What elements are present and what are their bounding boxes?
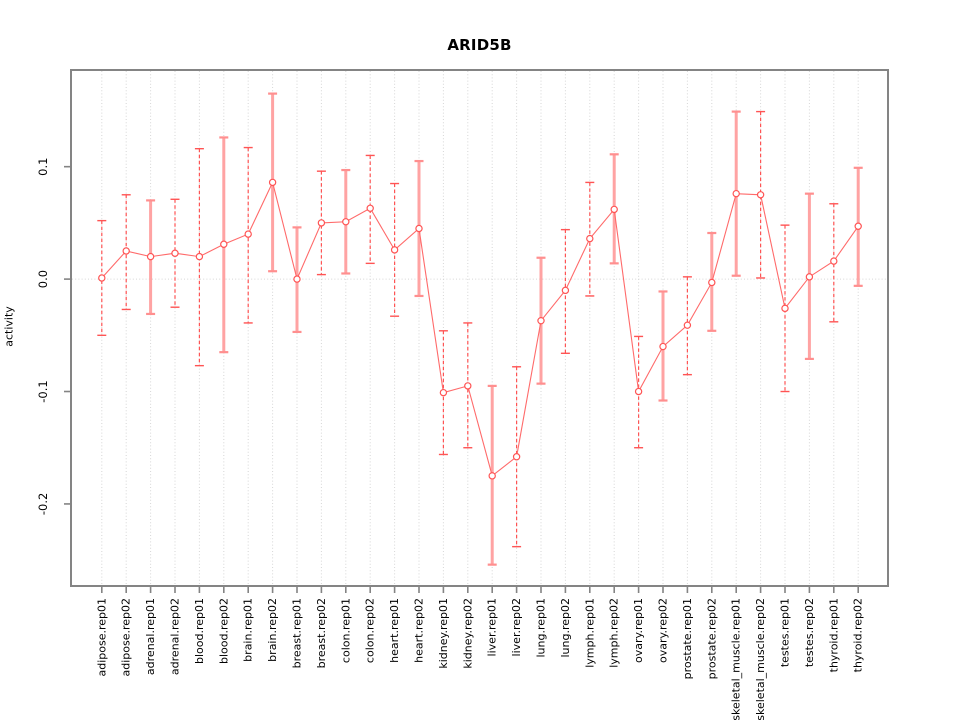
chart-title: ARID5B: [447, 36, 512, 54]
data-point: [98, 274, 106, 282]
series-line: [101, 180, 859, 477]
x-tick-label: adipose.rep02: [120, 598, 133, 677]
x-tick-label: ovary.rep01: [632, 598, 645, 663]
data-point: [439, 388, 448, 397]
data-point: [464, 382, 472, 390]
y-tick-label: -0.1: [36, 380, 50, 402]
data-point: [415, 224, 423, 233]
x-tick-label: prostate.rep02: [705, 598, 718, 679]
data-point: [561, 286, 570, 295]
data-point: [634, 387, 643, 396]
data-point: [342, 218, 350, 226]
data-point: [317, 219, 326, 227]
data-point: [659, 342, 667, 351]
x-tick-label: liver.rep01: [486, 598, 499, 656]
y-tick-label: -0.2: [36, 493, 50, 515]
x-tick-label: brain.rep01: [242, 598, 255, 662]
x-tick-label: lung.rep02: [559, 598, 572, 658]
data-point: [610, 205, 618, 214]
x-tick-label: ovary.rep02: [657, 598, 670, 663]
y-tick-label: 0.0: [36, 270, 50, 288]
data-point: [756, 191, 765, 199]
x-tick-label: heart.rep02: [413, 598, 426, 663]
data-point: [732, 189, 740, 198]
data-point: [390, 246, 399, 254]
data-point: [268, 178, 277, 187]
x-tick-label: thyroid.rep01: [827, 598, 840, 672]
data-point: [854, 222, 862, 230]
x-tick-label: lymph.rep02: [608, 598, 621, 668]
plot-box: [70, 69, 889, 587]
data-point: [708, 278, 716, 287]
x-tick-label: adrenal.rep02: [169, 598, 182, 675]
data-point: [195, 252, 204, 261]
data-point: [830, 257, 838, 265]
data-point: [586, 234, 594, 243]
x-tick-label: thyroid.rep02: [852, 598, 865, 672]
y-tick-label: 0.1: [36, 158, 50, 176]
x-tick-label: lymph.rep01: [583, 598, 596, 668]
x-tick-label: brain.rep02: [266, 598, 279, 662]
data-point: [781, 304, 789, 313]
data-point: [683, 321, 692, 329]
data-point: [122, 247, 130, 255]
x-tick-label: blood.rep01: [193, 598, 206, 664]
data-point: [220, 240, 228, 248]
x-tick-label: lung.rep01: [535, 598, 548, 658]
x-tick-label: kidney.rep01: [437, 598, 450, 669]
x-tick-label: testes.rep02: [803, 598, 816, 667]
x-tick-label: breast.rep02: [315, 598, 328, 668]
data-point: [366, 204, 374, 212]
x-tick-label: skeletal_muscle.rep01: [730, 598, 743, 720]
data-point: [171, 249, 179, 257]
x-tick-label: adrenal.rep01: [144, 598, 157, 675]
x-tick-label: testes.rep01: [779, 598, 792, 667]
x-tick-label: breast.rep01: [291, 598, 304, 668]
y-axis-label: activity: [2, 306, 16, 347]
data-point: [537, 316, 545, 325]
data-point: [512, 453, 521, 461]
x-tick-label: skeletal_muscle.rep02: [754, 598, 767, 720]
data-point: [805, 273, 814, 281]
x-tick-label: colon.rep02: [364, 598, 377, 663]
x-tick-label: heart.rep01: [388, 598, 401, 663]
x-tick-label: prostate.rep01: [681, 598, 694, 679]
data-point: [488, 472, 496, 480]
x-tick-label: blood.rep02: [217, 598, 230, 664]
x-tick-label: colon.rep01: [339, 598, 352, 663]
x-tick-label: liver.rep02: [510, 598, 523, 656]
data-point: [244, 230, 252, 238]
x-tick-label: kidney.rep02: [461, 598, 474, 669]
x-tick-label: adipose.rep01: [95, 598, 108, 677]
data-point: [293, 275, 301, 283]
data-point: [146, 252, 155, 261]
